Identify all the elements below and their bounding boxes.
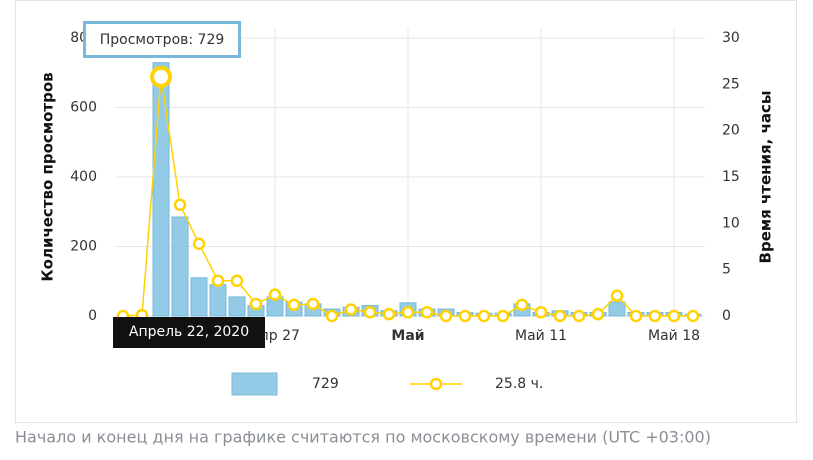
line-point [610,289,624,302]
line-point [268,288,282,301]
line-point [230,274,244,288]
y2-tick-label: 25 [722,76,740,92]
bar [171,216,189,317]
line-point [173,198,187,212]
line-point [344,303,358,316]
bar [228,296,246,317]
note: Начало и конец дня на графике считаются … [15,428,711,447]
line-point [382,307,396,321]
line-point [211,274,225,288]
y-tick-label: 0 [88,308,97,324]
bar [608,301,626,317]
legend-label: 25.8 ч. [495,376,543,392]
line-point [401,306,415,319]
y2-tick-label: 15 [722,169,740,185]
x-tick-label: Май 18 [648,328,700,344]
y-tick-label: 200 [70,239,97,255]
y2-tick-label: 5 [722,262,731,278]
y-tick-label: 400 [70,169,97,185]
y2-tick-label: 20 [722,123,740,139]
line-point [648,309,662,323]
bar [152,62,170,317]
legend-swatch [231,372,278,396]
y-tick-label: 600 [70,100,97,116]
x-tick-label: Май [391,328,424,344]
line-point [572,309,586,323]
line-point [458,309,472,323]
date-box [113,317,265,348]
date-label: Апрель 22, 2020 [129,324,249,340]
y2-axis-title: Время чтения, часы [757,91,775,264]
line-point [325,309,339,323]
legend-label: 729 [312,376,339,392]
line-point [591,307,605,321]
line-point [363,306,377,319]
y2-tick-label: 0 [722,308,731,324]
bar [209,284,227,317]
y-axis-title: Количество просмотров [39,72,57,281]
line-point [686,309,700,323]
x-tick-label: Май 11 [515,328,567,344]
line-point [477,309,491,323]
tooltip-box [83,21,241,58]
line-point [553,309,567,323]
tooltip-text: Просмотров: 729 [100,32,225,48]
y2-tick-label: 10 [722,215,740,231]
line-point [249,297,263,311]
line-point [439,309,453,323]
line-point [287,298,301,312]
line-point [306,297,320,311]
line-point [515,298,529,312]
frame [15,0,797,423]
line-point [192,237,206,250]
line-point [534,306,548,319]
line-point [496,309,510,323]
y2-tick-label: 30 [722,30,740,46]
bar [190,277,208,317]
line-point [420,306,434,319]
line-point [629,309,643,323]
legend-marker [429,377,443,391]
highlight-point [150,65,172,88]
line-point [667,309,681,323]
